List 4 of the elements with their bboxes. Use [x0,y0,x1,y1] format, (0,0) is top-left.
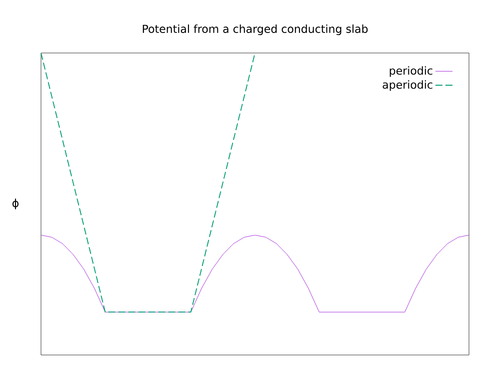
legend-label: periodic [390,66,432,77]
legend-label: aperiodic [382,80,432,91]
y-axis-title: ϕ [12,198,19,210]
chart-title: Potential from a charged conducting slab [142,24,368,36]
